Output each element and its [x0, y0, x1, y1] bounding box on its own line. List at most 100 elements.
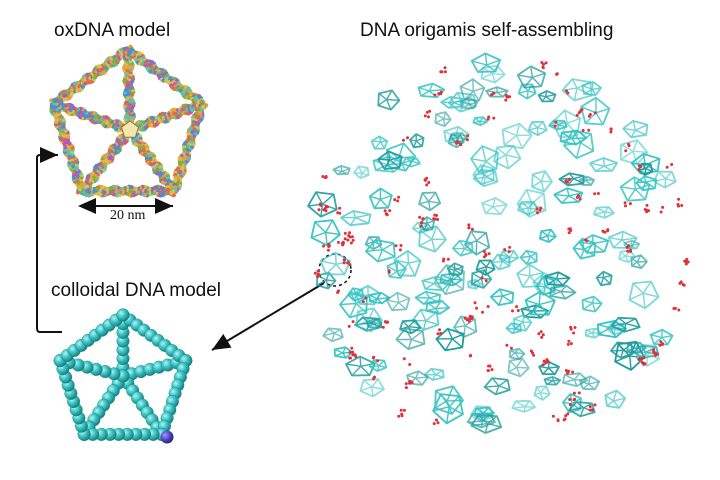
origami-particle	[507, 357, 530, 378]
ion-dot	[410, 381, 414, 384]
ion-dot	[564, 414, 568, 418]
ion-dot	[385, 213, 389, 217]
ion-dot	[364, 296, 368, 300]
ion-dot	[569, 327, 573, 331]
origami-particle	[472, 168, 499, 188]
ion-dot	[654, 354, 657, 357]
ion-dot	[677, 197, 681, 201]
origami-particle	[470, 414, 503, 434]
ion-dot	[436, 332, 440, 336]
ion-dot	[587, 114, 591, 118]
ion-dot	[659, 340, 663, 344]
ion-dot	[406, 136, 409, 140]
origami-particle	[393, 249, 422, 277]
ion-dot	[383, 209, 387, 213]
ion-dot	[596, 192, 600, 195]
ion-dot	[467, 226, 471, 230]
ion-dot	[609, 127, 613, 131]
ion-dot	[545, 358, 549, 362]
ion-dot	[341, 240, 345, 244]
ion-dot	[348, 350, 352, 354]
ion-dot	[427, 115, 430, 119]
origami-particle	[368, 187, 393, 210]
ion-dot	[351, 350, 355, 354]
ion-dot	[376, 359, 380, 363]
ion-dot	[554, 120, 558, 124]
ion-dot	[458, 142, 462, 146]
colloid-bead	[116, 308, 130, 322]
ion-dot	[482, 250, 486, 253]
ion-dot	[322, 244, 325, 248]
oxdna-bead	[201, 104, 206, 109]
origami-particle	[604, 389, 627, 409]
origami-particle	[563, 129, 595, 160]
origami-particle	[559, 129, 588, 146]
ion-dot	[564, 89, 568, 93]
ion-dot	[326, 248, 330, 252]
ion-dot	[575, 113, 579, 117]
ion-dot	[486, 305, 490, 308]
origami-particle	[347, 287, 365, 302]
ion-dot	[532, 353, 536, 357]
ion-dot	[317, 272, 320, 276]
origami-particle	[451, 239, 474, 257]
colloidal-pentagon	[53, 308, 193, 444]
ion-dot	[484, 279, 488, 283]
ion-dot	[349, 356, 352, 360]
ion-dot	[684, 260, 688, 264]
ion-dot	[467, 223, 471, 227]
ion-dot	[578, 197, 582, 201]
origami-particle	[411, 308, 440, 331]
ion-dot	[446, 257, 450, 261]
origami-particle	[483, 377, 511, 396]
patch-bead	[160, 430, 174, 444]
origami-particle	[558, 172, 585, 187]
origami-particle	[385, 291, 411, 312]
ion-dot	[566, 91, 570, 95]
ion-dot	[588, 405, 592, 409]
ion-dot	[629, 250, 633, 253]
ion-dot	[387, 270, 391, 274]
ion-dot	[563, 417, 567, 421]
origami-particle	[435, 327, 465, 352]
origami-particle	[595, 270, 613, 287]
ion-dot	[661, 342, 665, 346]
ion-dot	[609, 130, 613, 134]
ion-dot	[440, 70, 444, 74]
ion-dot	[573, 326, 577, 329]
origami-particle	[516, 65, 547, 89]
origami-particle	[340, 210, 372, 227]
self-assembly-title: DNA origamis self-assembling	[360, 20, 614, 41]
origami-particle	[511, 399, 536, 413]
ion-dot	[465, 138, 469, 142]
origami-particle	[485, 86, 509, 98]
ion-dot	[665, 165, 669, 169]
origami-particle	[459, 78, 486, 102]
ion-dot	[351, 353, 355, 357]
origami-particle	[589, 157, 618, 173]
ion-dot	[566, 412, 570, 416]
origami-particle	[434, 385, 464, 415]
ion-dot	[418, 215, 422, 219]
ion-dot	[643, 208, 647, 211]
ion-dot	[628, 202, 632, 206]
ion-dot	[535, 207, 539, 211]
ion-dot	[555, 72, 559, 76]
ion-dot	[347, 324, 351, 328]
ion-dot	[551, 414, 555, 418]
ion-dot	[346, 261, 350, 265]
ion-dot	[507, 250, 511, 254]
ion-dot	[336, 240, 340, 244]
ion-dot	[509, 346, 513, 350]
origami-particle	[501, 122, 533, 150]
ion-dot	[401, 138, 405, 142]
origami-particle	[513, 313, 533, 332]
origami-particle	[533, 385, 551, 401]
ion-dot	[463, 316, 467, 320]
origami-particle	[614, 340, 646, 371]
ion-dot	[637, 358, 641, 362]
origami-particle	[480, 64, 506, 84]
ion-dot	[587, 128, 591, 132]
ion-dot	[425, 183, 429, 187]
ion-dot	[337, 289, 340, 293]
